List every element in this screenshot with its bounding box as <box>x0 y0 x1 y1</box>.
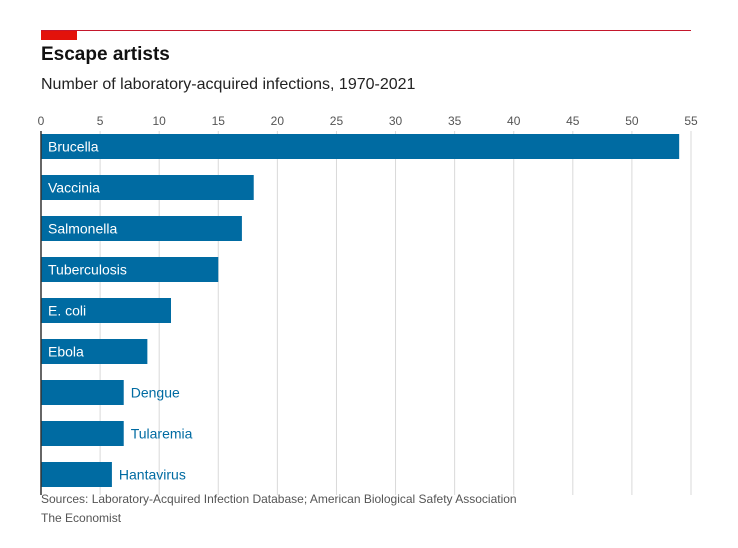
bar-brucella <box>41 134 680 159</box>
bar-tuberculosis <box>41 257 219 282</box>
brand-credit: The Economist <box>41 511 122 525</box>
x-tick-label: 15 <box>212 114 226 128</box>
bar-ebola <box>41 339 148 364</box>
category-label: Brucella <box>48 139 99 155</box>
category-label: Dengue <box>131 385 180 401</box>
x-tick-label: 45 <box>566 114 580 128</box>
category-label: Ebola <box>48 344 84 360</box>
category-label: Tularemia <box>131 426 193 442</box>
x-tick-label: 55 <box>684 114 698 128</box>
chart-title: Escape artists <box>41 44 170 65</box>
category-label: Hantavirus <box>119 467 186 483</box>
category-label: E. coli <box>48 303 86 319</box>
bar-salmonella <box>41 216 242 241</box>
x-tick-label: 20 <box>271 114 285 128</box>
category-label: Salmonella <box>48 221 117 237</box>
category-label: Tuberculosis <box>48 262 127 278</box>
top-rule <box>41 30 691 31</box>
bar-e-coli <box>41 298 171 323</box>
x-tick-label: 0 <box>38 114 45 128</box>
x-tick-label: 30 <box>389 114 403 128</box>
chart-subtitle: Number of laboratory-acquired infections… <box>41 76 416 93</box>
x-tick-label: 5 <box>97 114 104 128</box>
bar-hantavirus <box>41 462 112 487</box>
x-tick-label: 35 <box>448 114 462 128</box>
x-tick-label: 40 <box>507 114 521 128</box>
x-tick-label: 10 <box>153 114 167 128</box>
x-tick-label: 25 <box>330 114 344 128</box>
x-tick-label: 50 <box>625 114 639 128</box>
bar-tularemia <box>41 421 124 446</box>
bar-vaccinia <box>41 175 254 200</box>
source-note: Sources: Laboratory-Acquired Infection D… <box>41 492 517 506</box>
category-label: Vaccinia <box>48 180 100 196</box>
economist-red-tag <box>41 31 77 40</box>
bar-dengue <box>41 380 124 405</box>
